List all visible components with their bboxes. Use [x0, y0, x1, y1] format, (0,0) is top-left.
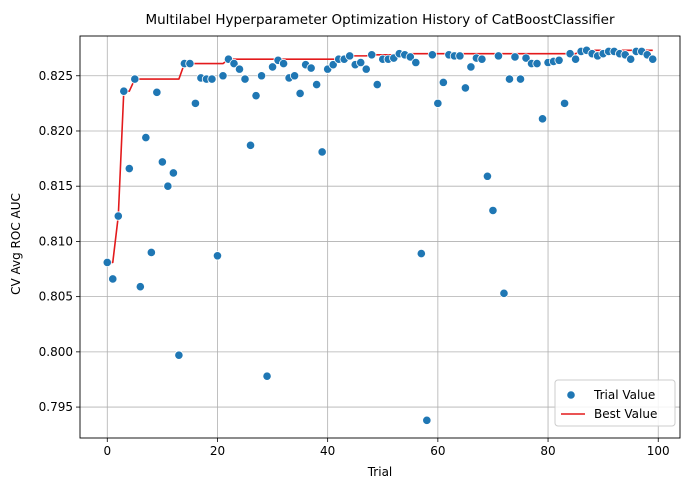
trial-point — [477, 54, 487, 64]
x-axis-ticks: 0 20 40 60 80 100 — [103, 438, 670, 458]
trial-point — [648, 54, 658, 64]
trial-point — [482, 171, 493, 181]
trial-point — [262, 371, 272, 381]
trial-value-series — [102, 45, 658, 425]
trial-point — [212, 251, 223, 261]
trial-point — [278, 59, 289, 69]
trial-point — [185, 59, 195, 69]
trial-point — [499, 288, 509, 298]
trial-point — [130, 74, 140, 84]
trial-point — [559, 98, 570, 108]
y-tick-label: 0.825 — [39, 69, 73, 83]
trial-point — [427, 50, 437, 60]
trial-point — [251, 91, 261, 101]
trial-point — [113, 211, 123, 221]
y-tick-label: 0.820 — [39, 124, 73, 138]
trial-point — [466, 62, 476, 72]
trial-point — [119, 86, 129, 96]
x-tick-label: 40 — [320, 444, 335, 458]
trial-point — [234, 64, 245, 74]
trial-point — [405, 52, 415, 62]
trial-point — [411, 57, 421, 68]
trial-point — [152, 87, 162, 97]
trial-point — [438, 77, 448, 87]
trial-point — [267, 62, 278, 72]
trial-point — [317, 147, 327, 157]
trial-point — [345, 51, 355, 61]
trial-point — [289, 71, 300, 81]
trial-point — [295, 88, 305, 99]
trial-point — [554, 55, 564, 65]
trial-point — [108, 274, 118, 284]
trial-point — [102, 257, 112, 267]
y-tick-label: 0.805 — [39, 290, 73, 304]
trial-point — [240, 74, 250, 84]
trial-point — [229, 59, 239, 69]
legend-trial-label: Trial Value — [593, 388, 655, 402]
trial-point — [135, 282, 145, 292]
trial-point — [328, 60, 338, 70]
trial-point — [537, 114, 548, 124]
x-tick-label: 0 — [103, 444, 111, 458]
trial-point — [168, 168, 178, 178]
trial-point — [146, 247, 156, 258]
legend-best-label: Best Value — [594, 407, 657, 421]
trial-point — [312, 79, 322, 90]
trial-point — [141, 133, 151, 143]
trial-point — [422, 415, 432, 425]
trial-point — [626, 54, 636, 64]
y-axis-ticks: 0.795 0.800 0.805 0.810 0.815 0.820 0.825 — [39, 69, 80, 414]
trial-point — [504, 74, 515, 84]
y-axis-label: CV Avg ROC AUC — [9, 193, 23, 295]
legend: Trial Value Best Value — [554, 379, 676, 427]
trial-point — [416, 248, 426, 259]
x-tick-label: 20 — [210, 444, 225, 458]
trial-point — [565, 49, 575, 59]
trial-point — [372, 79, 382, 90]
best-value-series — [107, 49, 653, 264]
trial-point — [570, 54, 581, 64]
x-tick-label: 80 — [540, 444, 555, 458]
trial-point — [356, 57, 366, 68]
x-axis-label: Trial — [367, 465, 393, 479]
y-tick-label: 0.815 — [39, 179, 73, 193]
trial-point — [367, 50, 377, 60]
y-tick-label: 0.795 — [39, 400, 73, 414]
chart-title: Multilabel Hyperparameter Optimization H… — [145, 12, 615, 28]
x-tick-label: 100 — [647, 444, 670, 458]
trial-point — [532, 59, 542, 69]
trial-point — [510, 52, 520, 62]
trial-point — [433, 98, 443, 108]
trial-point — [163, 181, 173, 191]
trial-point — [207, 74, 217, 84]
y-tick-label: 0.810 — [39, 234, 73, 248]
trial-point — [256, 71, 267, 81]
trial-point — [157, 157, 167, 167]
trial-point — [460, 83, 470, 93]
best-value-line — [107, 49, 653, 264]
y-tick-label: 0.800 — [39, 345, 73, 359]
trial-point — [124, 163, 134, 174]
trial-point — [361, 64, 371, 74]
trial-point — [174, 350, 184, 360]
trial-point — [521, 53, 531, 63]
legend-trial-marker — [566, 390, 576, 400]
trial-point — [245, 140, 256, 150]
trial-point — [190, 98, 201, 108]
trial-point — [515, 74, 526, 84]
x-tick-label: 60 — [430, 444, 445, 458]
trial-point — [493, 51, 504, 61]
trial-point — [455, 51, 465, 61]
trial-point — [218, 71, 228, 81]
trial-point — [306, 63, 316, 73]
trial-point — [488, 205, 498, 216]
plot-frame — [79, 35, 681, 439]
